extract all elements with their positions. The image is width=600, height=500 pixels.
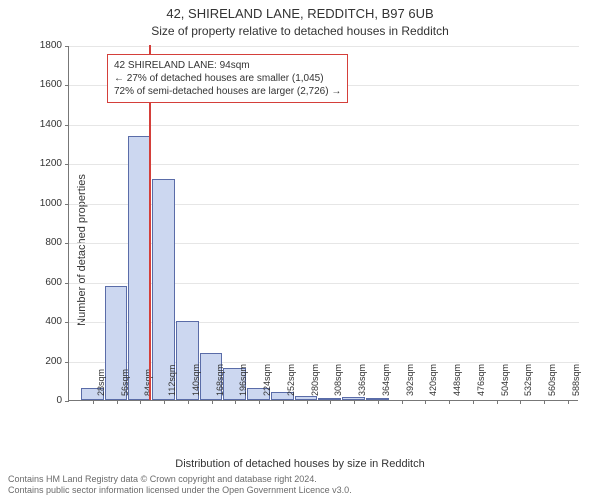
x-tick-label: 448sqm (452, 364, 462, 396)
annotation-line: ← 27% of detached houses are smaller (1,… (114, 72, 341, 85)
x-tick-label: 252sqm (286, 364, 296, 396)
x-tick-mark (473, 400, 474, 404)
x-tick-mark (520, 400, 521, 404)
x-tick-label: 476sqm (476, 364, 486, 396)
y-tick-label: 600 (22, 277, 62, 288)
footer-line-1: Contains HM Land Registry data © Crown c… (8, 474, 592, 485)
x-tick-mark (212, 400, 213, 404)
x-tick-label: 140sqm (191, 364, 201, 396)
x-tick-mark (140, 400, 141, 404)
chart-subtitle: Size of property relative to detached ho… (0, 24, 600, 38)
x-tick-label: 196sqm (238, 364, 248, 396)
x-tick-label: 420sqm (428, 364, 438, 396)
x-tick-label: 280sqm (310, 364, 320, 396)
histogram-bar (128, 136, 151, 400)
x-tick-label: 224sqm (262, 364, 272, 396)
y-tick-label: 1000 (22, 198, 62, 209)
gridline-h (69, 125, 579, 126)
y-tick-label: 200 (22, 356, 62, 367)
y-tick-label: 1200 (22, 158, 62, 169)
y-tick-mark (65, 401, 69, 402)
x-tick-mark (449, 400, 450, 404)
y-tick-mark (65, 125, 69, 126)
annotation-line: 72% of semi-detached houses are larger (… (114, 85, 341, 98)
x-axis-label: Distribution of detached houses by size … (0, 458, 600, 470)
x-tick-mark (544, 400, 545, 404)
x-tick-mark (568, 400, 569, 404)
x-tick-mark (497, 400, 498, 404)
annotation-box: 42 SHIRELAND LANE: 94sqm← 27% of detache… (107, 54, 348, 103)
x-tick-mark (259, 400, 260, 404)
y-tick-mark (65, 322, 69, 323)
x-tick-label: 364sqm (381, 364, 391, 396)
x-tick-label: 532sqm (523, 364, 533, 396)
x-tick-mark (330, 400, 331, 404)
x-tick-label: 560sqm (547, 364, 557, 396)
y-tick-mark (65, 243, 69, 244)
x-tick-mark (235, 400, 236, 404)
x-tick-label: 588sqm (571, 364, 581, 396)
y-tick-label: 400 (22, 316, 62, 327)
y-tick-label: 1400 (22, 119, 62, 130)
y-tick-mark (65, 283, 69, 284)
x-tick-mark (354, 400, 355, 404)
x-tick-label: 308sqm (333, 364, 343, 396)
x-tick-label: 504sqm (500, 364, 510, 396)
footer-line-2: Contains public sector information licen… (8, 485, 592, 496)
y-tick-label: 0 (22, 395, 62, 406)
chart-container: 42, SHIRELAND LANE, REDDITCH, B97 6UB Si… (0, 0, 600, 500)
x-tick-mark (93, 400, 94, 404)
x-tick-mark (117, 400, 118, 404)
y-tick-mark (65, 46, 69, 47)
x-tick-label: 112sqm (167, 365, 177, 396)
plot-area-wrapper: 02004006008001000120014001600180028sqm56… (68, 46, 578, 401)
y-tick-label: 1600 (22, 79, 62, 90)
x-tick-label: 168sqm (215, 364, 225, 396)
x-tick-mark (188, 400, 189, 404)
x-tick-label: 56sqm (120, 369, 130, 396)
gridline-h (69, 46, 579, 47)
x-tick-mark (307, 400, 308, 404)
annotation-line: 42 SHIRELAND LANE: 94sqm (114, 59, 341, 72)
x-tick-mark (164, 400, 165, 404)
x-tick-label: 28sqm (96, 369, 106, 396)
chart-title: 42, SHIRELAND LANE, REDDITCH, B97 6UB (0, 6, 600, 21)
x-tick-label: 336sqm (357, 364, 367, 396)
x-tick-mark (425, 400, 426, 404)
y-tick-label: 800 (22, 237, 62, 248)
x-tick-label: 392sqm (405, 364, 415, 396)
y-tick-label: 1800 (22, 40, 62, 51)
plot-area: 02004006008001000120014001600180028sqm56… (68, 46, 578, 401)
y-tick-mark (65, 204, 69, 205)
footer-text: Contains HM Land Registry data © Crown c… (0, 470, 600, 500)
y-tick-mark (65, 164, 69, 165)
x-tick-mark (402, 400, 403, 404)
x-tick-mark (378, 400, 379, 404)
y-tick-mark (65, 362, 69, 363)
y-tick-mark (65, 85, 69, 86)
x-tick-mark (283, 400, 284, 404)
